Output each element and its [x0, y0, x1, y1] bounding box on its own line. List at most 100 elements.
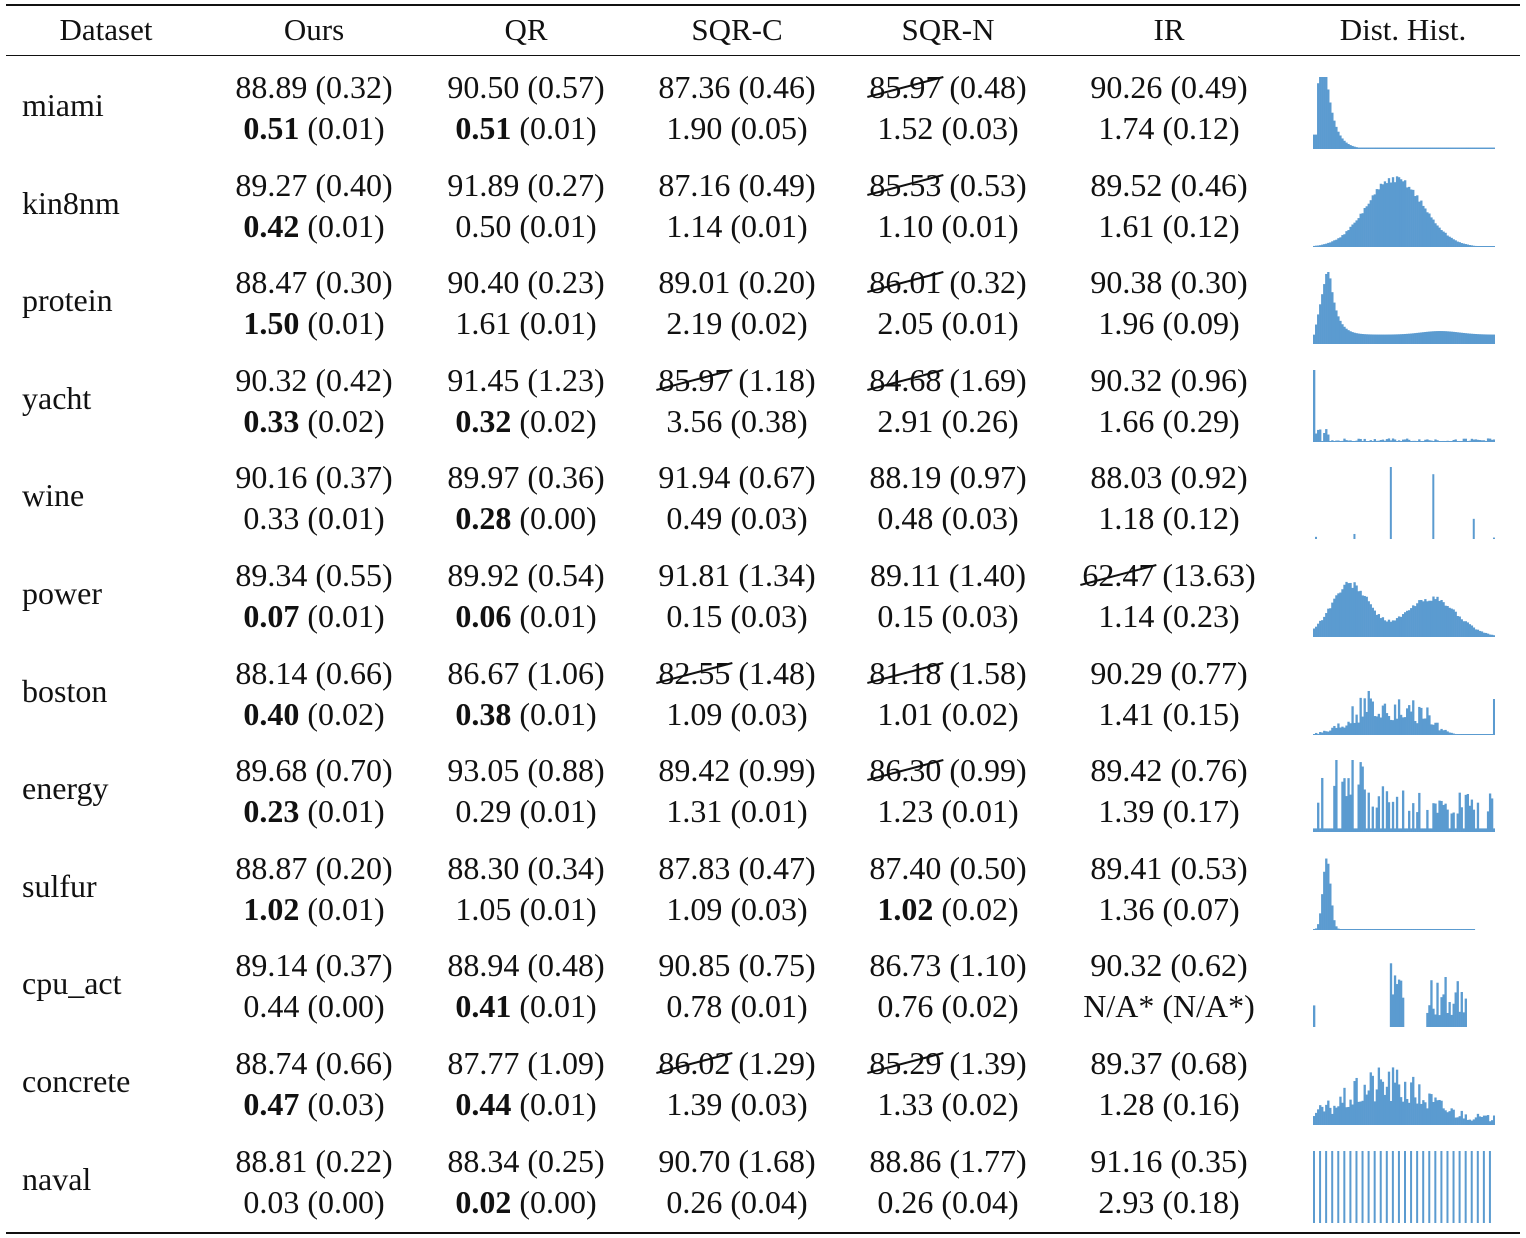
histogram-bar [1401, 790, 1405, 833]
coverage-value: 93.05 [447, 752, 520, 789]
length-std: (0.01) [933, 207, 1019, 244]
length-cell: 1.39 (0.03) [666, 1084, 807, 1124]
histogram-bar [1470, 147, 1474, 149]
histogram-bar [1476, 733, 1480, 735]
coverage-value: 90.32 [1090, 361, 1163, 398]
histogram-bar [1367, 601, 1370, 637]
coverage-value: 88.47 [235, 264, 308, 301]
histogram-bar [1313, 334, 1316, 345]
histogram-bar [1337, 593, 1340, 637]
histogram-bar [1387, 1071, 1391, 1125]
histogram-bar [1414, 928, 1417, 930]
histogram-bar [1430, 980, 1433, 1028]
length-value: 1.39 [666, 1086, 723, 1122]
coverage-cell: 90.16 (0.37) [235, 457, 392, 497]
histogram-bar [1456, 981, 1459, 1028]
coverage-std: (0.66) [307, 654, 393, 691]
histogram-bar [1428, 440, 1431, 442]
histogram-bar [1438, 729, 1441, 735]
histogram-bar [1355, 440, 1358, 442]
distribution-histogram [1313, 690, 1495, 735]
strikethrough-mark [656, 653, 732, 693]
histogram-bar [1440, 147, 1443, 149]
histogram-bar [1484, 1115, 1488, 1125]
histogram-bar [1373, 715, 1376, 735]
histogram-bar [1337, 1150, 1340, 1223]
histogram-bar [1418, 1084, 1421, 1125]
histogram-bar [1472, 627, 1476, 637]
histogram-bar [1361, 1100, 1364, 1125]
histogram-bar [1416, 440, 1419, 442]
histogram-bar [1420, 147, 1423, 149]
histogram-bar [1359, 590, 1362, 637]
histogram-bar [1327, 242, 1330, 247]
histogram-bar [1313, 245, 1316, 247]
histogram-bar [1432, 1009, 1435, 1028]
histogram-bar [1420, 928, 1423, 930]
length-value: 1.02 [877, 890, 934, 927]
coverage-std: (1.40) [940, 557, 1027, 593]
histogram-bar [1440, 801, 1443, 833]
histogram-bar [1482, 1150, 1485, 1223]
histogram-bar [1385, 1086, 1389, 1125]
histogram-bar [1399, 981, 1403, 1028]
histogram-bar [1454, 1117, 1457, 1125]
coverage-value: 89.41 [1090, 849, 1163, 886]
histogram-bar [1428, 331, 1431, 345]
length-cell: 1.01 (0.02) [877, 694, 1018, 734]
histogram-bar [1363, 207, 1366, 247]
length-cell: 1.90 (0.05) [666, 108, 807, 148]
histogram-bar [1337, 316, 1340, 345]
coverage-value: 88.94 [447, 947, 520, 984]
length-value: 0.44 [243, 988, 300, 1025]
histogram-bar [1432, 474, 1435, 540]
length-std: (0.26) [933, 402, 1019, 439]
coverage-value: 89.37 [1090, 1045, 1163, 1081]
histogram-bar [1373, 828, 1376, 833]
histogram-bar [1488, 793, 1492, 833]
histogram-bar [1470, 1150, 1473, 1223]
histogram-bar [1347, 778, 1350, 833]
histogram-bar [1355, 219, 1358, 247]
histogram-bar [1448, 928, 1451, 930]
histogram-bar [1377, 440, 1381, 442]
histogram-bar [1401, 998, 1405, 1028]
histogram-bar [1379, 334, 1383, 345]
histogram-bar [1369, 928, 1372, 930]
length-std: (0.01) [511, 598, 597, 634]
coverage-std: (0.37) [307, 947, 393, 984]
coverage-value: 88.81 [235, 1142, 308, 1179]
coverage-value: 89.27 [235, 166, 308, 203]
histogram-bar [1327, 731, 1330, 735]
histogram-bar [1357, 217, 1360, 247]
length-std: (0.01) [933, 793, 1019, 830]
histogram-bar [1351, 224, 1354, 247]
length-value: 1.05 [455, 890, 512, 927]
histogram-bar [1418, 928, 1421, 930]
length-cell: 0.15 (0.03) [877, 596, 1018, 636]
histogram-bar [1355, 828, 1358, 833]
histogram-bar [1373, 610, 1376, 637]
header-dataset: Dataset [59, 12, 153, 47]
histogram-bar [1321, 244, 1324, 247]
histogram-bar [1422, 1150, 1425, 1223]
histogram-bar [1446, 147, 1449, 149]
histogram-bar [1349, 1099, 1352, 1125]
histogram-bar [1484, 440, 1488, 442]
histogram-bar [1404, 439, 1407, 442]
length-value: 0.26 [877, 1183, 934, 1220]
coverage-cell: 62.47 (13.63) [1082, 555, 1256, 595]
coverage-cell: 86.73 (1.10) [869, 945, 1026, 985]
length-std: (0.12) [1154, 207, 1240, 244]
length-cell: 1.09 (0.03) [666, 694, 807, 734]
length-value: 0.38 [455, 695, 512, 732]
histogram-bar [1428, 147, 1431, 149]
histogram-bar [1387, 177, 1391, 247]
length-cell: 1.10 (0.01) [877, 206, 1018, 246]
length-value: 2.05 [877, 305, 934, 342]
coverage-cell: 88.30 (0.34) [447, 848, 604, 888]
coverage-std: (0.88) [519, 752, 605, 789]
coverage-std: (0.30) [1162, 264, 1248, 301]
coverage-cell: 89.11 (1.40) [870, 555, 1026, 595]
histogram-bar [1357, 591, 1360, 637]
